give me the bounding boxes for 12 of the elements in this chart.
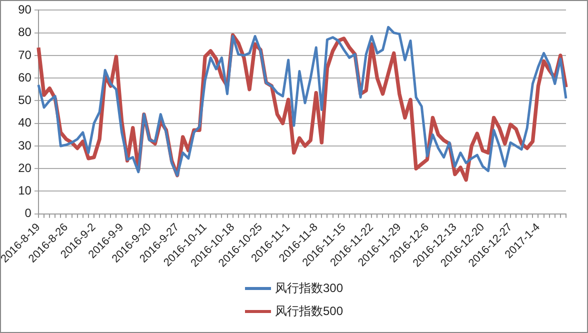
legend-label: 风行指数300: [274, 280, 344, 297]
y-tick-label: 20: [18, 160, 32, 175]
y-tick-label: 40: [18, 116, 32, 130]
y-tick-label: 80: [18, 25, 32, 40]
legend-label: 风行指数500: [274, 303, 344, 320]
y-tick-label: 70: [18, 48, 32, 62]
y-tick-label: 0: [24, 206, 32, 220]
y-tick-label: 10: [18, 184, 32, 198]
y-tick-label: 60: [18, 70, 32, 84]
y-tick-label: 90: [18, 2, 32, 17]
y-tick-label: 50: [18, 93, 32, 108]
y-tick-label: 30: [18, 138, 32, 152]
